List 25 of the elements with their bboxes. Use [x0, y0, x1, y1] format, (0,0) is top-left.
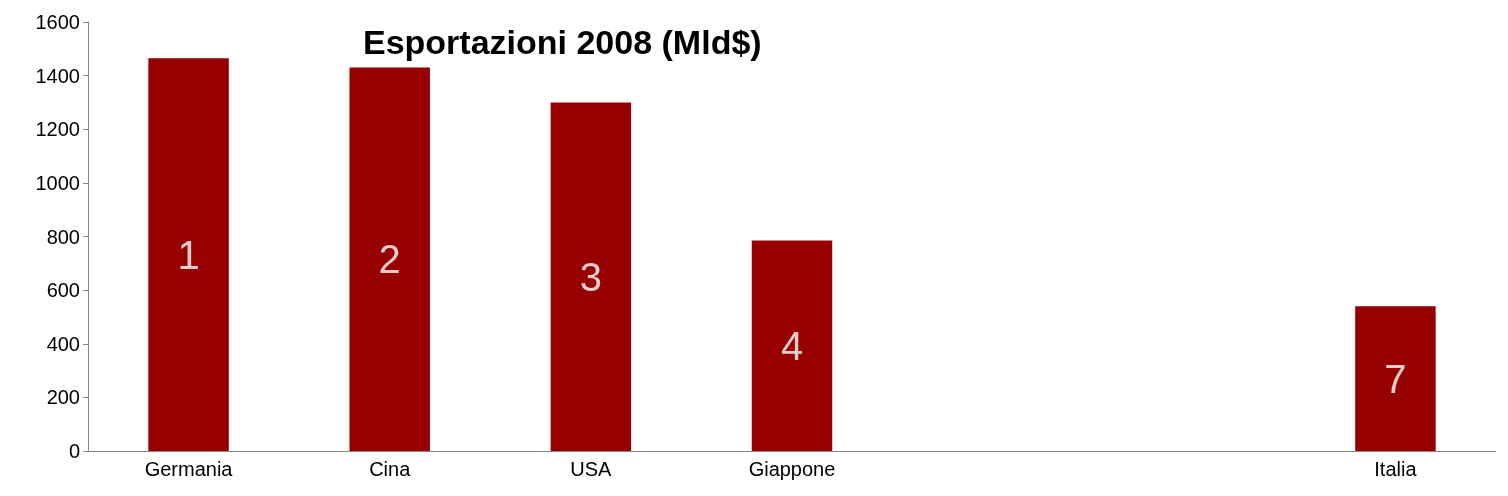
annotation: 3: [579, 254, 602, 299]
x-tick-label: Germania: [144, 458, 234, 480]
bar: [349, 67, 430, 451]
y-tick-label: 400: [46, 332, 80, 355]
x-tick-label: USA: [570, 458, 613, 480]
y-tick-label: 1600: [35, 11, 80, 33]
y-tick-label: 0: [68, 440, 80, 462]
y-tick-label: 800: [46, 225, 80, 248]
x-tick-label: Italia: [1374, 458, 1418, 480]
y-tick-label: 200: [46, 386, 80, 409]
annotation: 2: [378, 237, 401, 282]
y-tick-label: 600: [46, 279, 80, 302]
bar: [148, 58, 229, 451]
chart-title: Esportazioni 2008 (Mld$): [363, 23, 762, 61]
bar: [751, 240, 833, 451]
annotation: 4: [780, 323, 804, 368]
bar: [550, 102, 632, 451]
annotation: 1: [177, 232, 200, 277]
y-tick-label: 1400: [35, 64, 80, 87]
x-tick-label: Cina: [369, 458, 412, 480]
bar: [1355, 306, 1436, 451]
y-tick-label: 1000: [35, 171, 80, 194]
annotation: 7: [1384, 356, 1407, 401]
y-tick-label: 1200: [35, 118, 80, 141]
x-tick-label: Giappone: [748, 458, 836, 480]
